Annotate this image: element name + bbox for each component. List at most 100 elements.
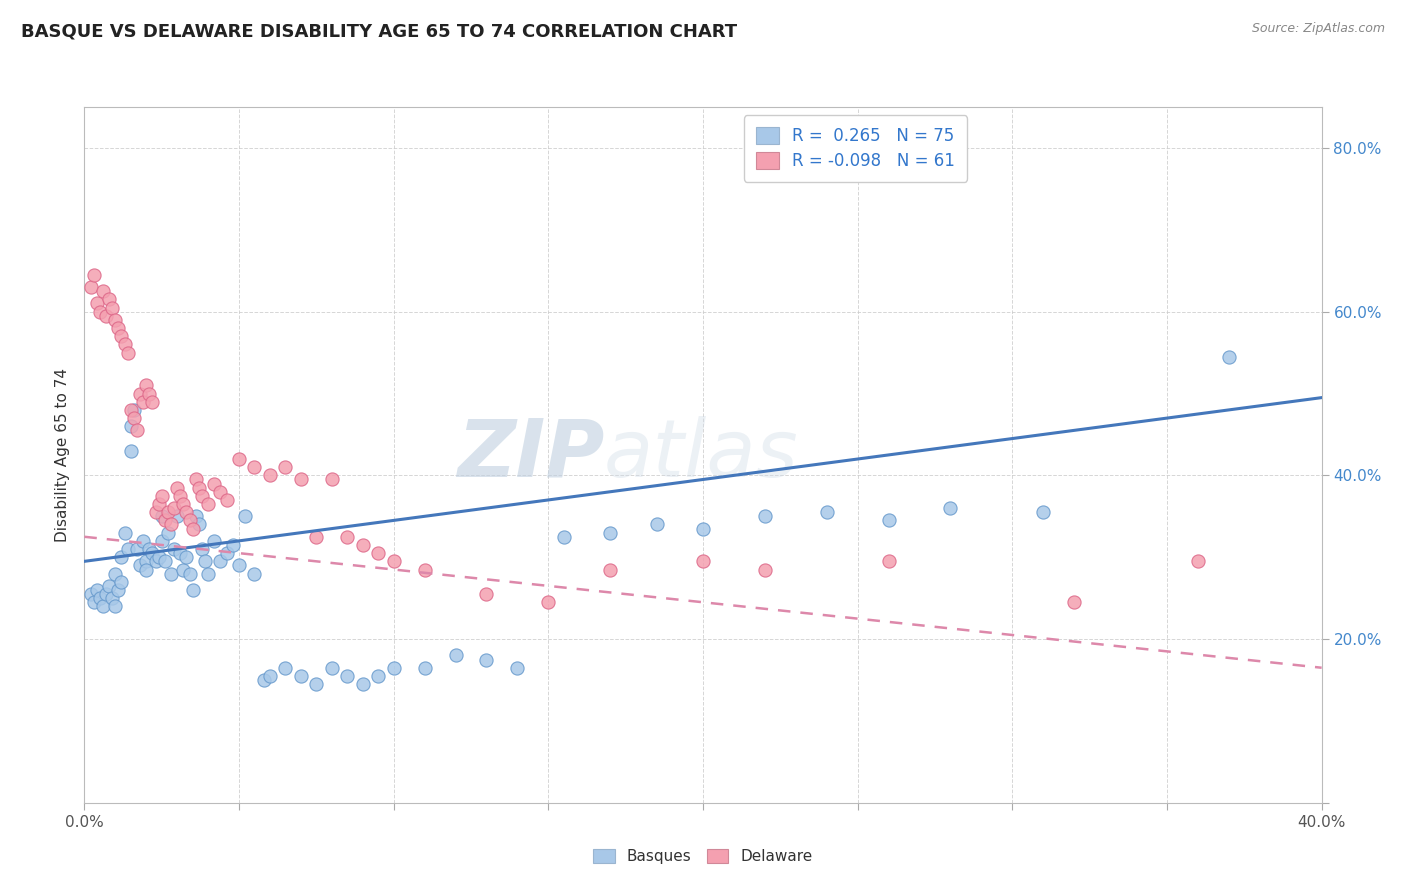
Point xyxy=(202,476,225,491)
Point xyxy=(243,460,266,475)
Point xyxy=(104,313,127,327)
Point xyxy=(176,505,198,519)
Point xyxy=(160,517,183,532)
Point xyxy=(228,558,250,573)
Point xyxy=(91,599,114,614)
Point xyxy=(101,301,124,315)
Text: BASQUE VS DELAWARE DISABILITY AGE 65 TO 74 CORRELATION CHART: BASQUE VS DELAWARE DISABILITY AGE 65 TO … xyxy=(21,22,737,40)
Point xyxy=(187,481,209,495)
Point xyxy=(179,566,201,581)
Point xyxy=(382,554,405,568)
Point xyxy=(184,473,207,487)
Point xyxy=(129,558,152,573)
Point xyxy=(98,293,121,307)
Point xyxy=(104,599,127,614)
Point xyxy=(413,661,436,675)
Point xyxy=(179,513,201,527)
Point xyxy=(129,386,152,401)
Point xyxy=(120,443,142,458)
Point xyxy=(352,677,374,691)
Point xyxy=(233,509,256,524)
Point xyxy=(599,525,621,540)
Point xyxy=(83,595,105,609)
Point xyxy=(599,562,621,576)
Point xyxy=(228,452,250,467)
Point xyxy=(274,661,297,675)
Point xyxy=(413,562,436,576)
Point xyxy=(156,505,179,519)
Point xyxy=(367,546,389,560)
Point xyxy=(117,345,139,359)
Point xyxy=(79,280,101,294)
Point xyxy=(1218,350,1240,364)
Point xyxy=(367,669,389,683)
Text: Source: ZipAtlas.com: Source: ZipAtlas.com xyxy=(1251,22,1385,36)
Point xyxy=(122,403,145,417)
Point xyxy=(83,268,105,282)
Point xyxy=(150,489,173,503)
Point xyxy=(253,673,276,687)
Point xyxy=(222,538,245,552)
Point xyxy=(114,337,136,351)
Point xyxy=(321,473,343,487)
Point xyxy=(163,542,186,557)
Point xyxy=(150,509,173,524)
Point xyxy=(89,304,111,318)
Point xyxy=(145,505,167,519)
Point xyxy=(150,533,173,548)
Point xyxy=(506,661,529,675)
Point xyxy=(305,530,328,544)
Point xyxy=(156,525,179,540)
Point xyxy=(160,566,183,581)
Point xyxy=(169,489,191,503)
Point xyxy=(475,587,498,601)
Point xyxy=(166,509,188,524)
Point xyxy=(148,550,170,565)
Point xyxy=(939,501,962,516)
Point xyxy=(191,489,214,503)
Point xyxy=(86,296,108,310)
Point xyxy=(259,669,281,683)
Point xyxy=(336,530,359,544)
Point xyxy=(321,661,343,675)
Point xyxy=(141,546,163,560)
Point xyxy=(194,554,217,568)
Point xyxy=(94,587,117,601)
Point xyxy=(209,554,232,568)
Point xyxy=(1063,595,1085,609)
Point xyxy=(815,505,838,519)
Point xyxy=(172,562,194,576)
Point xyxy=(104,566,127,581)
Point xyxy=(98,579,121,593)
Point xyxy=(169,546,191,560)
Point xyxy=(110,550,132,565)
Point xyxy=(117,542,139,557)
Point xyxy=(141,394,163,409)
Point xyxy=(122,411,145,425)
Legend: R =  0.265   N = 75, R = -0.098   N = 61: R = 0.265 N = 75, R = -0.098 N = 61 xyxy=(744,115,967,182)
Point xyxy=(107,321,129,335)
Point xyxy=(290,669,312,683)
Point xyxy=(444,648,467,663)
Point xyxy=(138,542,160,557)
Point xyxy=(135,562,157,576)
Point xyxy=(166,481,188,495)
Point xyxy=(172,497,194,511)
Point xyxy=(176,550,198,565)
Point xyxy=(135,554,157,568)
Point xyxy=(352,538,374,552)
Point xyxy=(148,497,170,511)
Point xyxy=(120,403,142,417)
Point xyxy=(1187,554,1209,568)
Point xyxy=(382,661,405,675)
Point xyxy=(537,595,560,609)
Point xyxy=(125,423,148,437)
Point xyxy=(274,460,297,475)
Point xyxy=(132,533,155,548)
Point xyxy=(645,517,668,532)
Point xyxy=(692,554,714,568)
Point xyxy=(114,525,136,540)
Point xyxy=(163,501,186,516)
Point xyxy=(120,419,142,434)
Point xyxy=(181,582,204,597)
